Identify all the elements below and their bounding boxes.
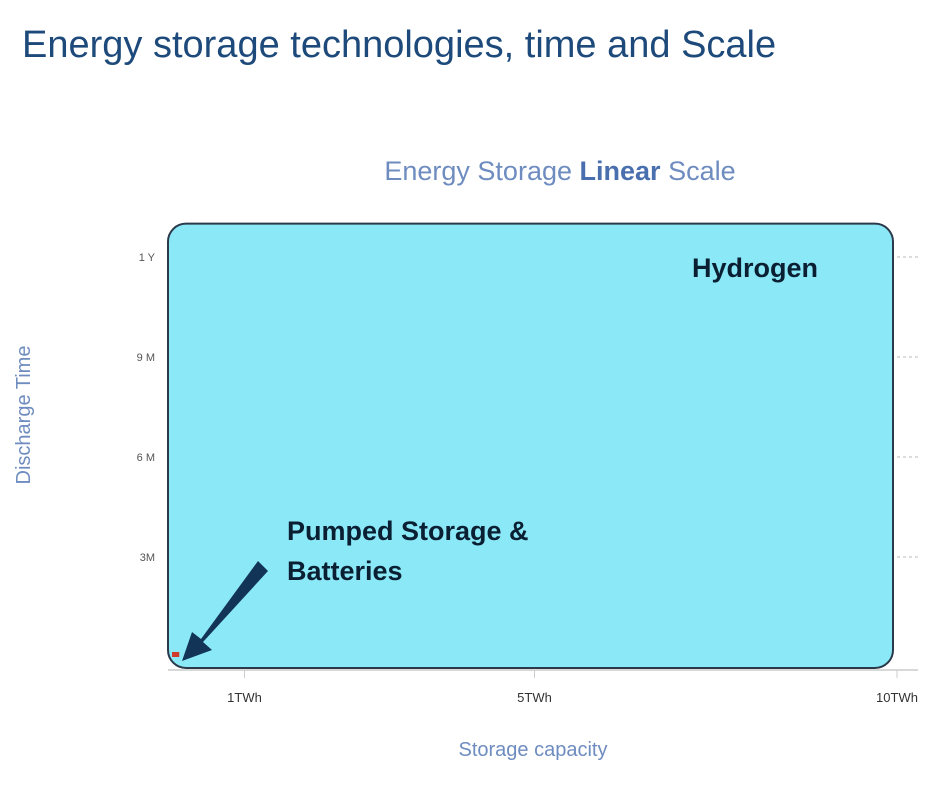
region-label: Hydrogen: [692, 253, 819, 283]
x-tick-label: 10TWh: [876, 690, 918, 705]
x-axis-label: Storage capacity: [459, 739, 608, 761]
y-tick-label: 9 M: [137, 352, 155, 364]
plot: [167, 222, 894, 670]
y-tick-label: 3M: [140, 552, 155, 564]
y-tick-label: 6 M: [137, 452, 155, 464]
region: [167, 222, 894, 670]
title-part: Scale: [668, 156, 736, 186]
x-tick-label: 1TWh: [227, 690, 262, 705]
arrow: [182, 561, 268, 661]
title-part: Energy Storage: [384, 156, 572, 186]
region: [172, 652, 180, 657]
title-part: Linear: [579, 156, 661, 186]
y-axis-label: Discharge Time: [13, 346, 35, 485]
chart-title: Energy Storage Linear Scale: [0, 156, 950, 187]
region-label: Pumped Storage & Batteries: [287, 516, 529, 586]
y-tick-label: 1 Y: [139, 252, 156, 264]
x-tick-label: 5TWh: [517, 690, 552, 705]
page-title: Energy storage technologies, time and Sc…: [22, 24, 777, 66]
